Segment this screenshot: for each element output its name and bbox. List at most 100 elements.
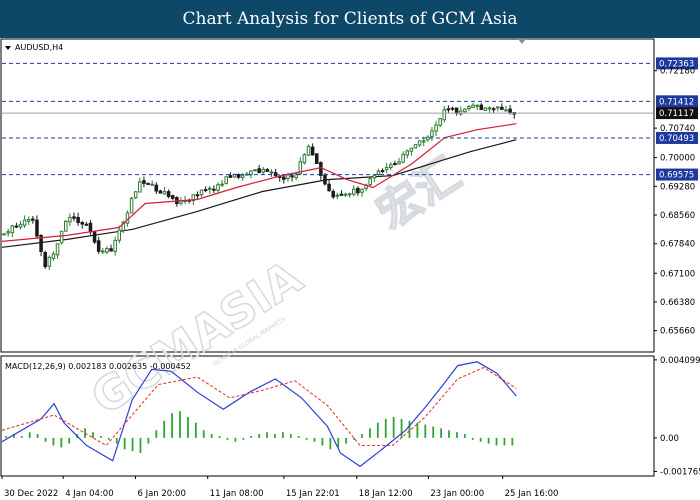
histogram-bar: [495, 437, 498, 446]
candle-body: [463, 108, 467, 113]
candle-body: [389, 164, 393, 168]
histogram-bar: [440, 428, 443, 438]
candle-body: [282, 176, 286, 180]
histogram-bar: [234, 437, 237, 442]
histogram-bar: [329, 437, 332, 450]
candle-body: [96, 240, 101, 252]
candle-body: [68, 216, 72, 223]
candle-body: [434, 124, 438, 132]
candle-body: [384, 166, 389, 171]
candle-body: [479, 104, 484, 111]
histogram-bar: [376, 422, 379, 438]
time-tick-label: 6 Jan 20:00: [137, 489, 185, 499]
histogram-bar: [361, 434, 363, 438]
histogram-bar: [210, 434, 213, 438]
histogram-bar: [226, 437, 229, 440]
level-label: 0.71412: [659, 97, 694, 107]
candle-body: [35, 219, 39, 237]
ma-slow-layer: [1, 139, 517, 248]
candle-body: [265, 169, 270, 172]
candle-body: [14, 225, 19, 228]
candle-body: [170, 195, 175, 199]
histogram-bar: [503, 437, 506, 446]
histogram-bar: [20, 435, 23, 438]
candle-body: [257, 168, 261, 174]
candle-body: [393, 163, 397, 166]
price-tick-label: 0.65660: [660, 327, 695, 337]
candle-body: [327, 183, 331, 192]
candle-body: [438, 118, 442, 126]
histogram-bar: [345, 437, 348, 444]
price-tick-label: 0.70000: [660, 154, 695, 164]
histogram-bar: [68, 437, 71, 444]
histogram-bar: [115, 437, 118, 444]
histogram-bar: [471, 437, 474, 440]
candle-body: [302, 154, 307, 164]
candle-body: [421, 140, 426, 143]
histogram-bar: [274, 434, 276, 438]
candle-body: [2, 233, 6, 236]
candle-body: [347, 193, 352, 196]
candle-body: [261, 168, 266, 173]
current-price-bg: [656, 107, 698, 120]
candle-body: [269, 171, 274, 174]
candle-body: [372, 174, 377, 179]
candle-body: [298, 161, 303, 175]
candle-body: [310, 146, 315, 156]
candle-body: [343, 193, 348, 196]
axis-layer: 0.72180 0.70740 0.70000 0.69280 0.68560 0.678…: [1, 67, 700, 499]
candle-body: [376, 170, 381, 175]
candle-body: [166, 191, 171, 198]
macd-tick-label: -0.001765: [660, 467, 700, 477]
candle-body: [158, 190, 163, 194]
level-label: 0.70493: [659, 134, 694, 144]
candle-body: [121, 221, 126, 231]
candle-body: [491, 108, 496, 111]
candle-body: [397, 161, 401, 165]
candle-body: [368, 178, 373, 186]
histogram-bar: [432, 426, 435, 438]
candle-body: [113, 239, 117, 252]
candle-body: [162, 191, 167, 195]
chart-area: GCMASIA 宏汇 GCMASIA GLOBAL MARKETS AUDUSD…: [0, 38, 700, 499]
candle-body: [195, 194, 200, 197]
candle-body: [138, 181, 142, 193]
histogram-bar: [289, 434, 292, 438]
ma-slow-line: [1, 139, 517, 248]
histogram-bar: [392, 416, 395, 438]
histogram-bar: [147, 437, 150, 444]
candle-body: [253, 169, 257, 172]
price-panel-frame: [0, 38, 655, 353]
candle-body: [240, 174, 245, 178]
time-tick-label: 25 Jan 16:00: [505, 489, 559, 499]
header-banner: Chart Analysis for Clients of GCM Asia: [0, 0, 700, 38]
macd-title: MACD(12,26,9) 0.002183 0.002635 -0.00045…: [5, 362, 191, 371]
candle-body: [207, 187, 212, 190]
candle-body: [471, 104, 475, 108]
histogram-bar: [266, 432, 268, 438]
candle-body: [84, 223, 89, 226]
price-tick-label: 0.68560: [660, 211, 695, 221]
candle-body: [454, 107, 459, 114]
candle-body: [125, 212, 130, 224]
candle-body: [39, 235, 43, 252]
candle-body: [401, 153, 405, 163]
candle-body: [63, 220, 68, 232]
macd-lines-layer: [1, 361, 517, 468]
histogram-bar: [60, 437, 63, 448]
candle-body: [483, 107, 488, 111]
candle-body: [220, 183, 224, 186]
price-tick-label: 0.67840: [660, 240, 695, 250]
histogram-bar: [424, 424, 427, 438]
candle-body: [224, 176, 229, 184]
dropdown-triangle-icon[interactable]: [5, 46, 11, 50]
histogram-bar: [179, 411, 181, 438]
histogram-bar: [92, 432, 94, 438]
price-tick-label: 0.69280: [660, 182, 695, 192]
histogram-bar: [44, 437, 47, 442]
candle-body: [500, 106, 504, 110]
histogram-bar: [36, 434, 39, 438]
time-tick-label: 11 Jan 08:00: [210, 489, 264, 499]
candle-body: [101, 250, 105, 253]
